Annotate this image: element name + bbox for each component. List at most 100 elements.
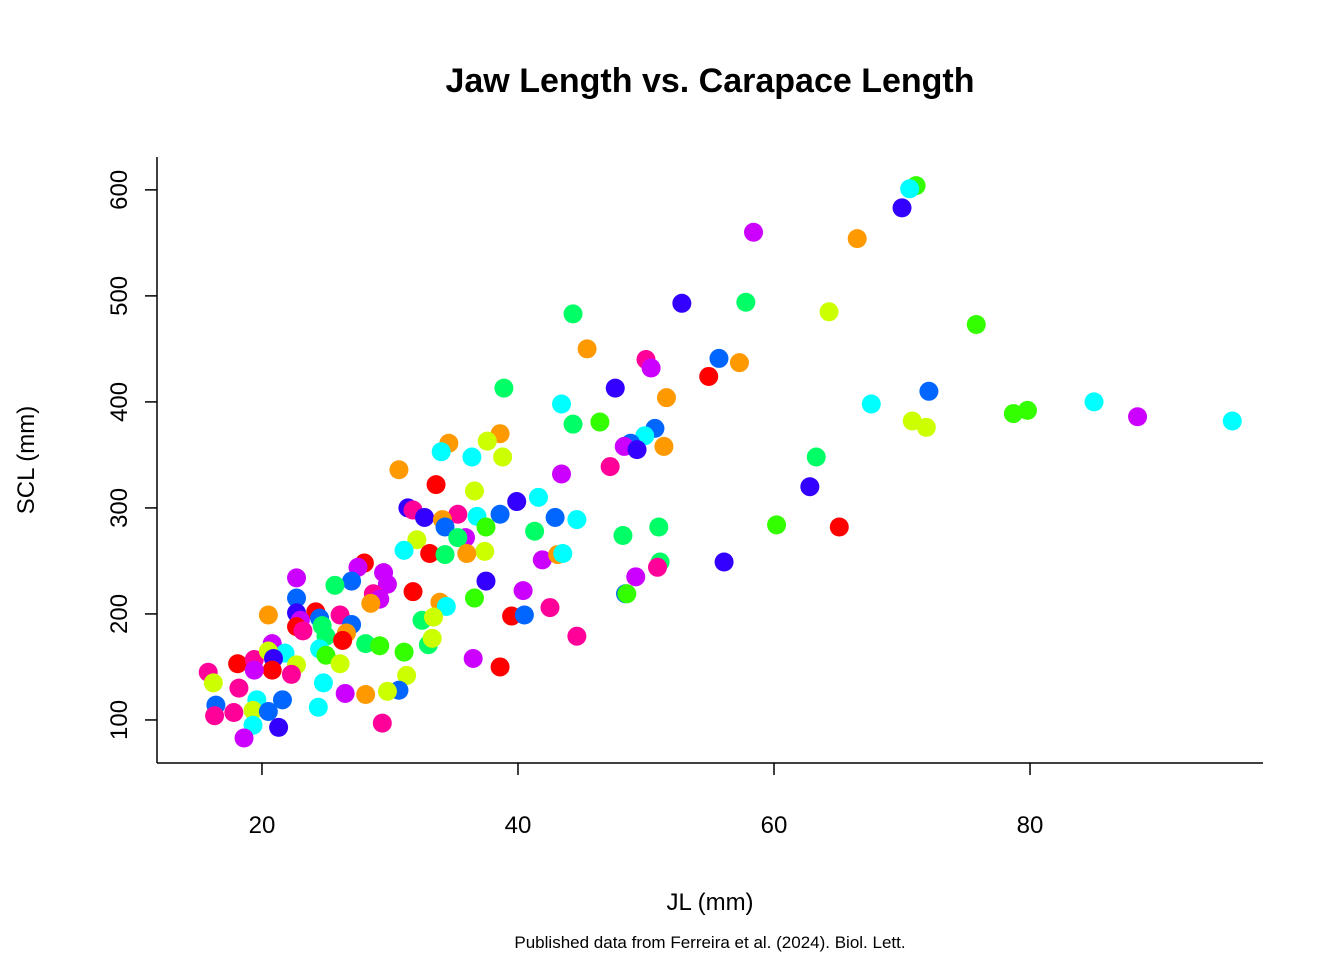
data-point: [916, 417, 936, 437]
data-point: [436, 597, 456, 617]
data-point: [448, 504, 468, 524]
data-point: [490, 657, 510, 677]
data-point: [1128, 407, 1148, 427]
data-point: [475, 541, 495, 561]
data-point: [258, 701, 278, 721]
data-point: [829, 517, 849, 537]
x-tick-label: 80: [1017, 812, 1044, 839]
y-tick-label: 400: [106, 382, 133, 422]
data-point: [507, 492, 527, 512]
data-point: [203, 673, 223, 693]
data-point: [476, 517, 496, 537]
data-point: [552, 394, 572, 414]
data-point: [333, 630, 353, 650]
data-point: [476, 571, 496, 591]
data-point: [563, 414, 583, 434]
data-point: [567, 510, 587, 530]
data-point: [1084, 392, 1104, 412]
data-point: [463, 648, 483, 668]
data-point: [900, 179, 920, 199]
data-point: [672, 293, 692, 313]
data-point: [714, 552, 734, 572]
data-point: [272, 690, 292, 710]
data-point: [617, 584, 637, 604]
x-ticks: 20 40 60 80: [249, 763, 1044, 839]
data-point: [308, 697, 328, 717]
y-axis-label: SCL (mm): [13, 406, 40, 514]
data-point: [532, 550, 552, 570]
data-point: [205, 706, 225, 726]
data-point: [403, 582, 423, 602]
data-point: [316, 645, 336, 665]
data-point: [356, 685, 376, 705]
y-tick-label: 500: [106, 276, 133, 316]
data-point: [335, 683, 355, 703]
data-point: [800, 477, 820, 497]
data-point: [600, 457, 620, 477]
data-point: [325, 575, 345, 595]
data-point: [462, 447, 482, 467]
data-point: [397, 665, 417, 685]
data-point: [806, 447, 826, 467]
data-point: [563, 304, 583, 324]
data-point: [394, 540, 414, 560]
data-point: [426, 475, 446, 495]
data-point: [224, 703, 244, 723]
data-point: [281, 664, 301, 684]
caption: Published data from Ferreira et al. (202…: [514, 933, 905, 952]
data-point: [313, 673, 333, 693]
x-axis-label: JL (mm): [666, 889, 753, 916]
y-ticks: 100 200 300 400 500 600: [106, 170, 157, 740]
data-point: [243, 700, 263, 720]
data-point: [919, 381, 939, 401]
data-point: [377, 574, 397, 594]
data-point: [641, 358, 661, 378]
data-point: [262, 660, 282, 680]
y-tick-label: 300: [106, 488, 133, 528]
x-tick-label: 60: [761, 812, 788, 839]
data-point: [626, 567, 646, 587]
chart-title: Jaw Length vs. Carapace Length: [445, 62, 974, 100]
data-point: [361, 593, 381, 613]
data-point: [553, 544, 573, 564]
data-point: [613, 525, 633, 545]
data-point: [394, 642, 414, 662]
data-point: [767, 515, 787, 535]
data-point: [330, 654, 350, 674]
data-point: [377, 681, 397, 701]
data-point: [287, 568, 307, 588]
data-point: [729, 353, 749, 373]
data-point: [605, 378, 625, 398]
data-point: [435, 517, 455, 537]
data-point: [513, 581, 533, 601]
data-point: [422, 628, 442, 648]
data-point: [649, 517, 669, 537]
data-point: [287, 588, 307, 608]
data-point: [229, 678, 249, 698]
points-layer: [198, 176, 1242, 748]
data-point: [528, 487, 548, 507]
data-point: [847, 229, 867, 249]
data-point: [966, 315, 986, 335]
data-point: [370, 636, 390, 656]
data-point: [420, 544, 440, 564]
data-point: [342, 571, 362, 591]
x-tick-label: 20: [249, 812, 276, 839]
y-tick-label: 200: [106, 594, 133, 634]
data-point: [293, 621, 313, 641]
data-point: [258, 605, 278, 625]
data-point: [545, 507, 565, 527]
data-point: [525, 521, 545, 541]
data-point: [244, 660, 264, 680]
data-point: [577, 339, 597, 359]
data-point: [819, 302, 839, 322]
data-point: [1222, 411, 1242, 431]
data-point: [435, 545, 455, 565]
data-point: [464, 481, 484, 501]
data-point: [699, 366, 719, 386]
data-point: [424, 607, 443, 627]
x-tick-label: 40: [505, 812, 532, 839]
data-point: [431, 442, 451, 462]
data-point: [552, 464, 572, 484]
data-point: [493, 447, 513, 467]
